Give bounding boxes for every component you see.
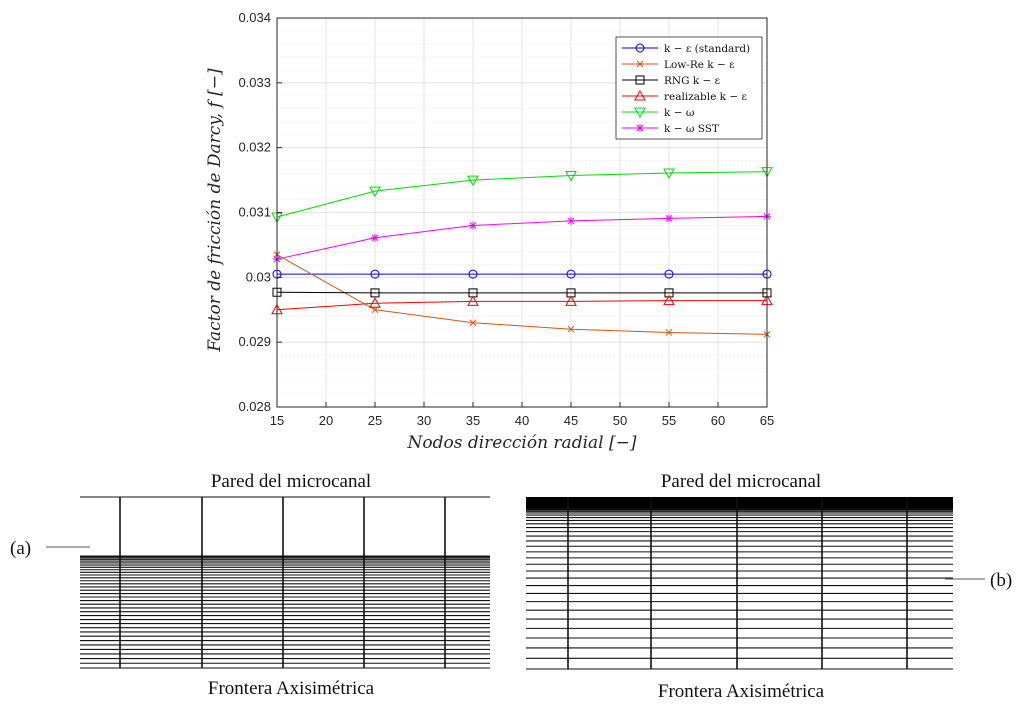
data-point xyxy=(664,269,674,279)
legend-label: k − ω SST xyxy=(664,123,719,135)
data-point xyxy=(567,216,575,225)
series-line xyxy=(276,300,767,311)
legend-label: k − ω xyxy=(664,107,695,119)
x-tick-label: 30 xyxy=(417,413,431,428)
data-point xyxy=(566,269,576,279)
data-point xyxy=(369,186,381,198)
series-line xyxy=(276,215,768,260)
legend-entry: realizable k − ε xyxy=(622,89,747,103)
data-point xyxy=(635,75,645,85)
legend: k − ε (standard) Low-Re k − ε RNG k − ε rea… xyxy=(615,36,763,140)
darcy-friction-chart: 15 20 25 30 35 40 45 50 55 60 65 0.028 0.029 0.03 0.03… xyxy=(205,10,774,453)
data-point xyxy=(565,171,577,182)
data-point xyxy=(469,221,477,230)
data-point xyxy=(469,319,477,327)
x-tick-label: 45 xyxy=(564,413,578,428)
data-point xyxy=(663,168,675,179)
y-tick-label: 0.03 xyxy=(246,269,271,284)
data-point xyxy=(636,60,644,68)
data-point xyxy=(371,233,379,242)
legend-box xyxy=(615,36,763,140)
x-tick-label: 15 xyxy=(270,413,284,428)
x-tick-label: 65 xyxy=(760,413,774,428)
x-tick-label: 40 xyxy=(515,413,529,428)
data-point xyxy=(370,269,380,279)
x-axis-label: Nodos dirección radial [−] xyxy=(407,433,637,453)
data-point xyxy=(565,295,577,306)
legend-entry: k − ω xyxy=(622,107,695,119)
data-point xyxy=(665,329,673,336)
data-point xyxy=(635,43,645,53)
mesh-b-grid xyxy=(526,497,953,670)
data-point xyxy=(567,325,575,333)
tick-labels: 15 20 25 30 35 40 45 50 55 60 65 0.028 0.029 0.03 0.03… xyxy=(238,10,774,428)
mesh-panel-b: Pared del microcanal Frontera Axisimétri… xyxy=(526,471,1012,702)
mesh-a-callout: (a) xyxy=(10,538,31,559)
x-tick-label: 25 xyxy=(368,413,382,428)
y-tick-label: 0.032 xyxy=(238,140,271,155)
mesh-a-axis-label: Frontera Axisimétrica xyxy=(208,678,375,699)
x-tick-label: 50 xyxy=(613,413,627,428)
legend-entry: RNG k − ε xyxy=(622,75,720,87)
mesh-b-axis-label: Frontera Axisimétrica xyxy=(658,681,825,702)
x-tick-label: 60 xyxy=(711,413,725,428)
data-point xyxy=(369,297,381,308)
data-point xyxy=(664,288,674,298)
legend-entry: k − ω SST xyxy=(622,123,719,135)
legend-label: Low-Re k − ε xyxy=(664,59,735,71)
series-4 xyxy=(271,167,773,224)
y-tick-label: 0.029 xyxy=(238,334,271,349)
x-tick-label: 55 xyxy=(662,413,676,428)
legend-label: RNG k − ε xyxy=(664,75,720,87)
data-point xyxy=(634,107,646,119)
mesh-a-grid xyxy=(80,496,490,669)
mesh-b-wall-band xyxy=(526,497,953,509)
data-point xyxy=(467,175,479,187)
y-tick-label: 0.033 xyxy=(238,75,271,90)
legend-label: k − ε (standard) xyxy=(664,43,750,55)
series-line xyxy=(276,291,767,294)
legend-entry: k − ε (standard) xyxy=(622,43,750,55)
data-point xyxy=(665,214,673,223)
data-point xyxy=(467,295,479,306)
series-line xyxy=(276,171,768,218)
data-point xyxy=(634,89,646,101)
y-tick-label: 0.034 xyxy=(238,10,271,25)
mesh-b-wall-label: Pared del microcanal xyxy=(661,471,821,492)
mesh-a-wall-label: Pared del microcanal xyxy=(211,471,371,492)
y-tick-label: 0.028 xyxy=(238,399,271,414)
series-line xyxy=(276,254,768,335)
data-point xyxy=(663,294,675,306)
y-axis-label: Factor de fricción de Darcy, f [−] xyxy=(205,68,225,353)
legend-label: realizable k − ε xyxy=(664,91,747,103)
data-point xyxy=(468,269,478,279)
x-tick-label: 20 xyxy=(319,413,333,428)
legend-entry: Low-Re k − ε xyxy=(622,59,735,71)
data-point xyxy=(636,124,644,132)
data-point xyxy=(370,288,380,298)
mesh-panel-a: Pared del microcanal Frontera Axisimétri… xyxy=(10,471,490,699)
x-tick-label: 35 xyxy=(466,413,480,428)
y-tick-label: 0.031 xyxy=(238,205,271,220)
mesh-b-callout: (b) xyxy=(990,570,1012,591)
